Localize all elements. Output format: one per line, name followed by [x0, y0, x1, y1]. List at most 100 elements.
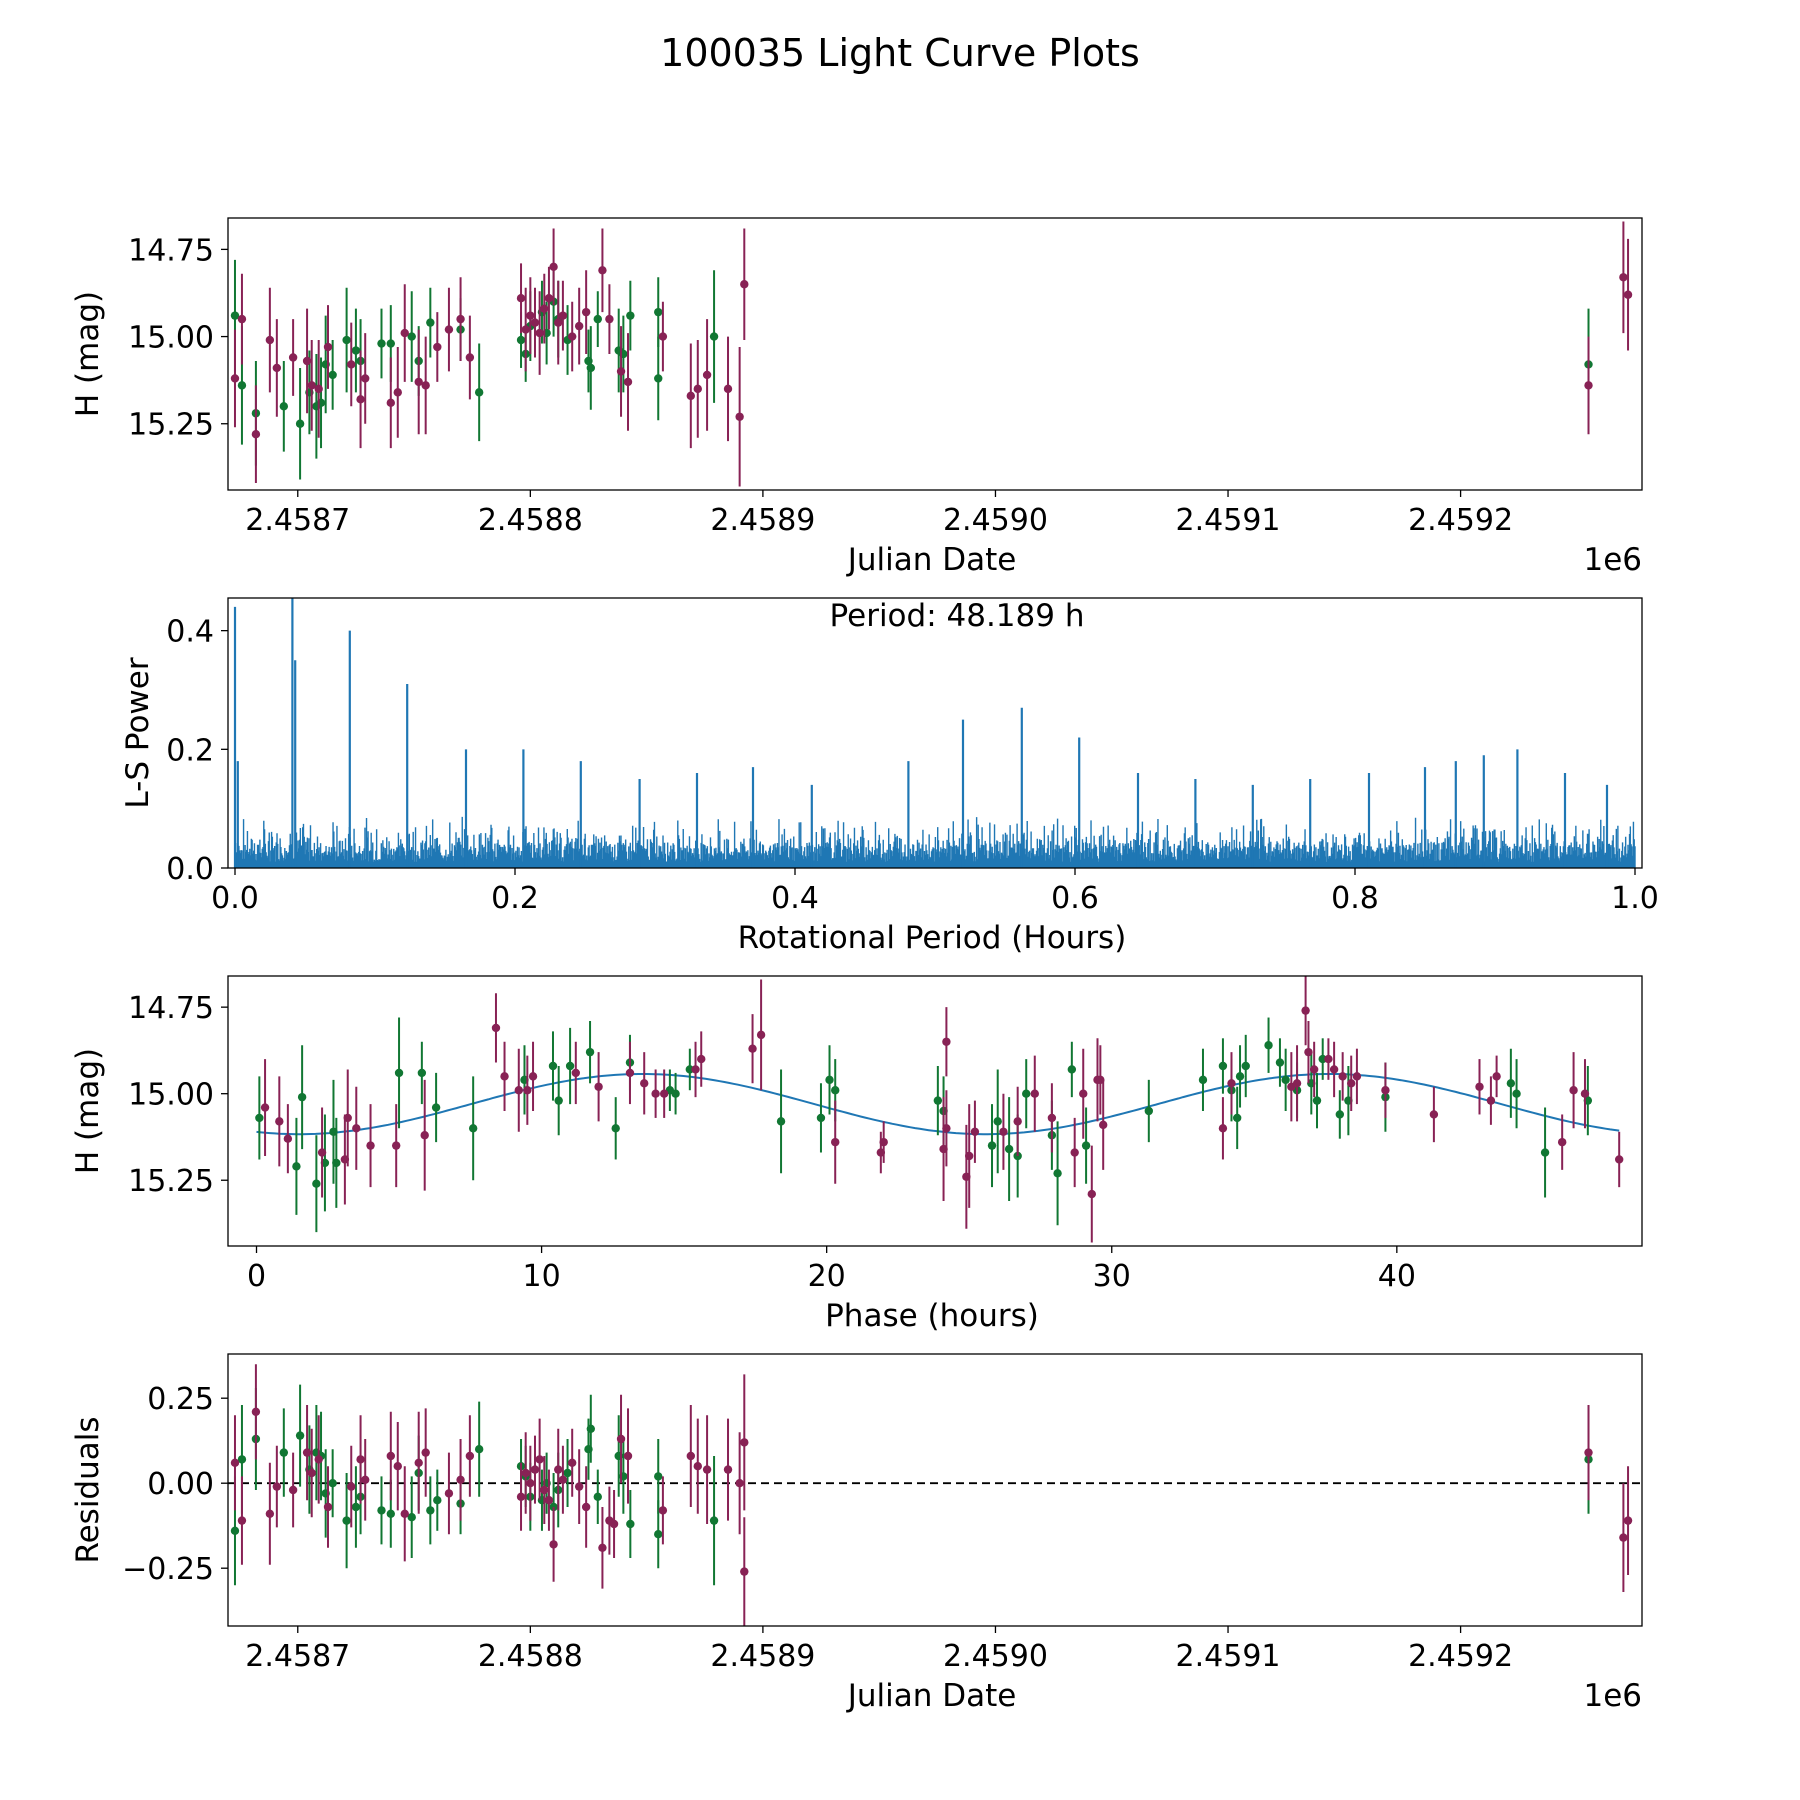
data-point [1047, 1113, 1057, 1123]
y-tick-label: 0.25 [147, 1382, 214, 1417]
data-point [831, 1086, 840, 1095]
data-point [626, 311, 635, 320]
data-point [421, 1448, 430, 1457]
data-point [693, 384, 702, 394]
series-r [230, 221, 1633, 487]
data-point [312, 1179, 321, 1188]
axes: 0 10 20 30 40 15.25 15.00 14.75 Phase (hours) H (… [70, 991, 1416, 1334]
data-point [530, 1465, 540, 1474]
data-point [723, 1465, 733, 1474]
data-point [625, 1068, 635, 1078]
data-point [702, 370, 712, 380]
data-point [433, 342, 442, 352]
data-point [468, 1124, 478, 1133]
data-point [516, 294, 526, 303]
data-point [549, 1540, 558, 1549]
data-point [735, 412, 744, 421]
data-point [933, 1096, 943, 1105]
data-point [748, 1044, 757, 1053]
data-point [361, 374, 370, 383]
data-point [567, 332, 577, 341]
data-point [414, 1458, 423, 1468]
data-point [328, 1479, 337, 1488]
data-point [1347, 1079, 1356, 1088]
data-point [558, 311, 568, 320]
data-point [658, 1506, 668, 1515]
y-tick-label: 0.2 [166, 733, 214, 768]
data-point [1081, 1141, 1091, 1150]
data-point [593, 1492, 602, 1502]
data-point [709, 332, 719, 341]
x-offset-label: 1e6 [1583, 1678, 1642, 1714]
data-point [993, 1117, 1002, 1126]
data-point [500, 1072, 509, 1081]
data-point [1619, 1533, 1628, 1542]
x-tick-label: 2.4590 [943, 1639, 1048, 1674]
data-point [1198, 1075, 1208, 1085]
data-point [1512, 1089, 1521, 1098]
data-point [456, 314, 465, 324]
data-point [230, 1526, 240, 1536]
data-point [1580, 1089, 1590, 1098]
x-tick-label: 2.4588 [478, 503, 583, 538]
data-point [987, 1141, 997, 1150]
data-point [295, 419, 305, 428]
series-g [255, 1017, 1593, 1233]
data-point [230, 311, 240, 320]
data-point [654, 307, 663, 317]
data-point [1312, 1096, 1322, 1105]
data-point [426, 1506, 435, 1515]
axes-frame [227, 1353, 1643, 1627]
data-point [548, 1061, 558, 1071]
data-point [623, 377, 633, 387]
data-point [297, 1092, 307, 1102]
data-point [386, 339, 395, 348]
data-point [1144, 1106, 1154, 1116]
data-point [530, 318, 540, 327]
data-point [417, 1068, 427, 1078]
data-point [272, 1482, 282, 1491]
data-point [623, 1451, 633, 1461]
data-point [394, 1068, 404, 1078]
data-point [594, 1082, 603, 1091]
data-point [474, 1445, 484, 1454]
data-point [356, 1455, 365, 1464]
data-point [523, 1086, 532, 1095]
data-point [407, 1513, 416, 1522]
plot-area [255, 976, 1624, 1243]
data-point [1324, 1054, 1333, 1064]
data-point [237, 381, 247, 390]
data-point [554, 318, 563, 327]
panel-periodogram: 0.0 0.2 0.4 0.6 0.8 1.0 0.0 0.2 0.4 Rotational Pe… [120, 597, 1659, 956]
panel-residuals: 2.4587 2.4588 2.4589 2.4590 2.4591 2.4592 0.25… [70, 1353, 1643, 1714]
y-axis-label: H (mag) [70, 291, 106, 417]
data-point [521, 325, 530, 334]
data-point [611, 1124, 620, 1133]
y-axis-label: H (mag) [70, 1048, 106, 1174]
data-point [999, 1127, 1008, 1136]
data-point [571, 1068, 580, 1078]
data-point [609, 1519, 619, 1529]
data-point [616, 367, 626, 376]
data-point [352, 1124, 361, 1133]
y-axis-label: L-S Power [120, 657, 156, 808]
data-point [1218, 1061, 1228, 1071]
data-point [1098, 1120, 1108, 1130]
data-point [391, 1141, 401, 1150]
x-tick-label: 10 [522, 1259, 560, 1294]
x-tick-label: 1.0 [1611, 881, 1659, 916]
x-axis-label: Rotational Period (Hours) [738, 920, 1127, 956]
data-point [816, 1113, 826, 1123]
data-point [323, 1502, 333, 1512]
data-point [351, 346, 361, 355]
y-tick-label: 15.00 [128, 321, 214, 356]
data-point [605, 314, 614, 324]
data-point [1241, 1061, 1250, 1071]
data-point [654, 1530, 663, 1539]
data-point [1218, 1124, 1228, 1133]
data-point [544, 1496, 554, 1505]
data-point [740, 1438, 749, 1447]
data-point [654, 374, 663, 383]
data-point [1623, 290, 1633, 299]
data-point [302, 356, 312, 366]
